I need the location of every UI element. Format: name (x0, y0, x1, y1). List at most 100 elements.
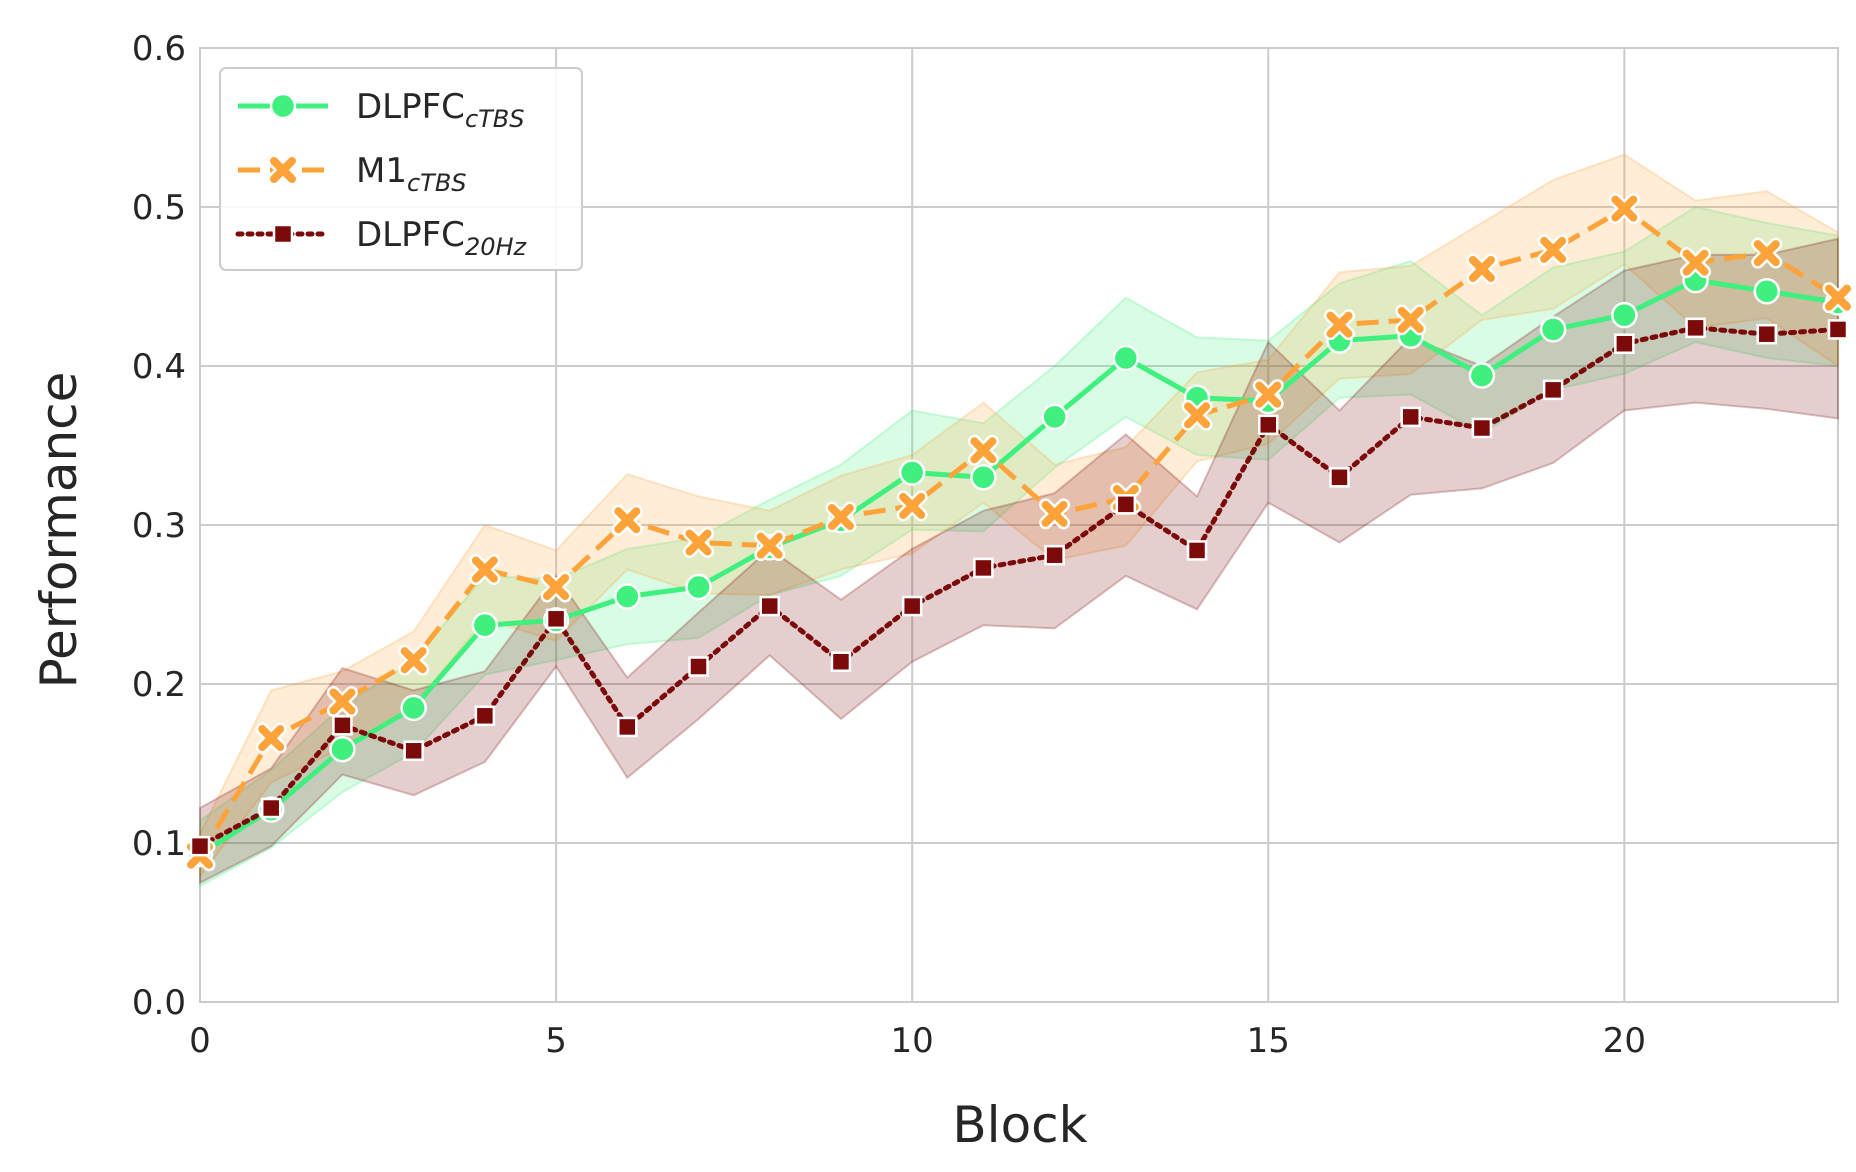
data-point-series-2 (1258, 414, 1279, 436)
data-point-series-1 (1395, 304, 1427, 336)
y-tick-label: 0.5 (132, 188, 186, 228)
tick-labels: 0.0 0.1 0.2 0.3 0.4 0.5 0.6 0 5 10 15 20 (132, 29, 1646, 1061)
data-point-series-2 (1685, 317, 1706, 339)
data-point-series-1 (1751, 237, 1783, 269)
legend-label-0: DLPFCcTBS (356, 87, 525, 133)
y-axis-title: Performance (30, 372, 88, 689)
y-tick-label: 0.0 (132, 983, 186, 1023)
data-point-series-1 (469, 554, 501, 586)
ci-band-series-0 (199, 205, 1839, 888)
data-point-series-1 (896, 490, 928, 522)
data-point-series-1 (611, 504, 643, 536)
legend-label-subscript: cTBS (465, 105, 525, 133)
data-point-series-2 (1044, 544, 1065, 566)
x-marker-stroke (685, 529, 712, 556)
data-point-series-1 (1039, 498, 1071, 530)
data-point-series-2 (332, 715, 353, 736)
data-point-series-2 (1827, 319, 1849, 340)
data-point-series-1 (1252, 379, 1284, 411)
data-point-series-0 (1041, 403, 1068, 431)
x-marker-stroke (614, 507, 641, 534)
data-point-series-1 (1822, 282, 1854, 314)
legend-marker-1 (267, 154, 299, 186)
data-point-series-1 (1181, 399, 1213, 431)
x-marker-stroke (1184, 402, 1211, 429)
data-point-series-2 (1186, 540, 1208, 561)
x-marker-stroke (258, 725, 285, 752)
y-tick-label: 0.4 (132, 347, 186, 387)
y-tick-label: 0.2 (132, 665, 186, 705)
x-marker-stroke (329, 688, 356, 715)
data-point-series-2 (1400, 406, 1421, 428)
data-point-series-2 (1756, 323, 1778, 345)
data-point-series-0 (1468, 362, 1496, 389)
x-marker-stroke (1468, 256, 1495, 283)
series-markers (184, 193, 1854, 872)
legend-label-1: M1cTBS (356, 151, 467, 197)
data-point-series-1 (1608, 193, 1640, 225)
x-marker-stroke (1255, 381, 1282, 408)
data-point-series-1 (1466, 253, 1498, 285)
x-tick-label: 10 (891, 1021, 934, 1061)
data-point-series-2 (973, 557, 994, 579)
data-point-series-2 (189, 835, 211, 857)
series-line-2 (197, 325, 1841, 849)
x-marker-stroke (1682, 249, 1709, 276)
legend-label-main: M1 (356, 151, 407, 191)
data-point-series-1 (967, 434, 999, 466)
x-marker-stroke (1397, 306, 1424, 333)
data-point-series-2 (759, 595, 780, 617)
data-point-series-0 (614, 583, 641, 610)
data-point-series-2 (617, 716, 638, 738)
data-point-series-1 (754, 530, 786, 562)
x-marker-stroke (471, 556, 498, 583)
x-marker-stroke (1540, 236, 1567, 263)
x-tick-label: 0 (189, 1021, 211, 1061)
data-point-series-0 (1611, 301, 1638, 329)
data-point-series-1 (683, 526, 715, 558)
data-point-series-1 (398, 644, 430, 676)
data-point-series-0 (400, 694, 427, 722)
data-point-series-2 (830, 651, 852, 672)
x-marker-stroke (1825, 284, 1851, 311)
x-marker-stroke (400, 647, 427, 674)
y-tick-label: 0.3 (132, 506, 186, 546)
x-tick-label: 20 (1603, 1021, 1646, 1061)
x-marker-stroke (899, 492, 926, 519)
y-tick-label: 0.6 (132, 29, 186, 69)
legend-label-main: DLPFC (356, 215, 465, 255)
data-point-series-2 (1471, 417, 1493, 439)
x-marker-stroke (1326, 311, 1353, 338)
data-point-series-2 (901, 595, 923, 617)
data-point-series-1 (1323, 309, 1355, 341)
data-point-series-0 (1539, 316, 1567, 343)
data-point-series-1 (1537, 234, 1569, 266)
data-point-series-2 (1542, 379, 1564, 401)
x-marker-stroke (1753, 240, 1780, 267)
x-marker-stroke (543, 574, 570, 601)
data-point-series-1 (540, 571, 572, 603)
legend-label-main: DLPFC (356, 87, 465, 127)
data-point-series-2 (260, 797, 282, 819)
x-marker-stroke (1611, 195, 1638, 222)
data-point-series-2 (1614, 333, 1635, 354)
data-point-series-0 (970, 464, 997, 491)
data-point-series-0 (898, 459, 926, 486)
x-marker-stroke (827, 504, 854, 531)
x-marker-stroke (1041, 500, 1068, 527)
data-point-series-2 (545, 608, 567, 630)
x-marker-stroke (756, 532, 783, 559)
data-point-series-2 (688, 656, 709, 677)
data-point-series-2 (474, 705, 496, 727)
data-point-series-1 (255, 722, 287, 754)
data-point-series-0 (329, 735, 356, 763)
data-point-series-2 (403, 740, 424, 762)
x-axis-title: Block (952, 1096, 1087, 1154)
x-tick-label: 15 (1247, 1021, 1290, 1061)
legend-label-subscript: cTBS (407, 169, 467, 197)
legend-box (219, 67, 583, 271)
data-point-series-2 (1329, 467, 1350, 488)
